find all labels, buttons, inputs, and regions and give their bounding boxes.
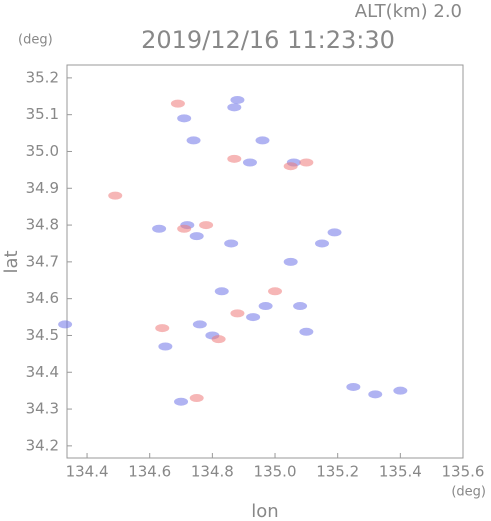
echo-cell [177,224,192,233]
echo-cell [368,390,383,399]
x-tick-label: 135.6 [442,463,485,481]
x-tick-label: 135.4 [379,463,422,481]
echo-cell [170,99,185,108]
echo-cell [214,287,229,296]
altitude-label: ALT(km) 2.0 [355,1,462,22]
y-tick-label: 34.9 [26,179,59,197]
echo-cell [258,302,273,311]
echo-cell [268,287,283,296]
echo-cell [293,302,308,311]
y-tick-label: 34.7 [26,252,59,270]
x-axis-label: lon [251,501,278,521]
echo-cell [158,342,173,351]
echo-cell [255,136,270,145]
echo-cell [152,224,167,233]
echo-cell [189,394,204,403]
echo-cell [108,191,123,200]
echo-cell [186,136,201,145]
echo-cell [299,158,314,167]
y-tick-label: 34.8 [26,216,59,234]
echo-cell [177,114,192,123]
echo-cell [393,386,408,395]
y-tick-label: 35.0 [26,142,59,160]
x-tick-label: 135.2 [316,463,359,481]
echo-cell [58,320,73,329]
echo-cell [227,154,242,163]
x-unit: (deg) [451,485,486,500]
y-unit: (deg) [18,33,53,48]
echo-cell [224,239,239,248]
echo-cell [189,232,204,241]
y-tick-label: 34.3 [26,400,59,418]
y-tick-label: 34.2 [26,436,59,454]
x-tick-label: 134.6 [128,463,171,481]
echo-cell [199,221,214,230]
x-tick-label: 134.4 [66,463,109,481]
echo-cell [283,162,298,171]
echo-cell [327,228,342,237]
y-axis-label: lat [1,250,22,273]
x-tick-label: 134.8 [191,463,234,481]
echo-cell [283,257,298,266]
plot-frame [66,64,464,459]
chart-title: 2019/12/16 11:23:30 [141,26,395,54]
x-tick-label: 135.0 [254,463,297,481]
echo-cell [299,327,314,336]
y-tick-label: 34.4 [26,363,59,381]
y-tick-label: 34.5 [26,326,59,344]
echo-cell [211,335,226,344]
echo-cell [155,324,170,333]
echo-cell [242,158,257,167]
echo-cell [315,239,330,248]
echo-cell [230,95,245,104]
y-tick-label: 35.2 [26,68,59,86]
echo-cell [246,313,261,322]
echo-cell [174,397,189,406]
echo-cell [230,309,245,318]
y-tick-label: 34.6 [26,289,59,307]
y-tick-label: 35.1 [26,105,59,123]
echo-cell [346,382,361,391]
echo-cell [192,320,207,329]
echo-cell [227,103,242,112]
